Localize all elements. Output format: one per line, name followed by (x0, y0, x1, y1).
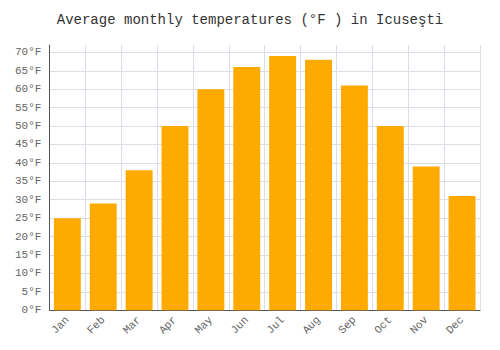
svg-text:0°F: 0°F (22, 304, 42, 316)
svg-text:65°F: 65°F (15, 65, 41, 77)
svg-text:May: May (193, 314, 216, 337)
svg-text:50°F: 50°F (15, 120, 41, 132)
svg-text:20°F: 20°F (15, 231, 41, 243)
svg-text:Jan: Jan (49, 314, 71, 336)
svg-text:Sep: Sep (336, 314, 358, 336)
svg-text:Mar: Mar (121, 314, 143, 336)
svg-text:Dec: Dec (444, 314, 466, 336)
svg-text:Feb: Feb (85, 314, 107, 336)
svg-text:15°F: 15°F (15, 249, 41, 261)
svg-text:10°F: 10°F (15, 267, 41, 279)
svg-text:5°F: 5°F (22, 286, 42, 298)
svg-text:60°F: 60°F (15, 83, 41, 95)
svg-text:Oct: Oct (372, 314, 394, 336)
svg-text:25°F: 25°F (15, 212, 41, 224)
svg-text:45°F: 45°F (15, 138, 41, 150)
svg-text:Aug: Aug (300, 314, 322, 336)
svg-text:35°F: 35°F (15, 175, 41, 187)
svg-text:40°F: 40°F (15, 157, 41, 169)
svg-text:Jun: Jun (229, 314, 251, 336)
svg-text:70°F: 70°F (15, 46, 41, 58)
svg-text:Nov: Nov (408, 314, 431, 337)
svg-text:Apr: Apr (157, 314, 179, 336)
svg-text:Jul: Jul (264, 314, 286, 336)
svg-text:Average monthly temperatures (: Average monthly temperatures (°F ) in Ic… (57, 12, 443, 28)
svg-text:30°F: 30°F (15, 194, 41, 206)
svg-text:55°F: 55°F (15, 102, 41, 114)
